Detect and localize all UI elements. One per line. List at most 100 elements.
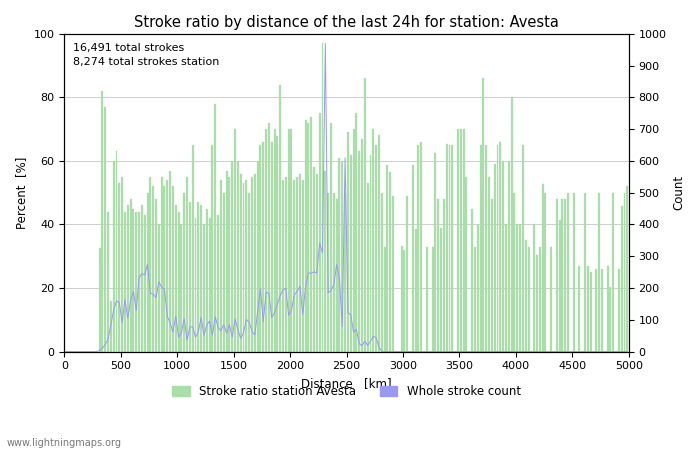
Bar [313, 167, 315, 351]
Bar [344, 193, 346, 351]
Bar [271, 142, 273, 351]
Bar [330, 123, 332, 351]
Bar [110, 301, 112, 351]
Bar [406, 196, 408, 351]
Bar [556, 199, 558, 351]
Bar [197, 202, 199, 351]
Bar [381, 193, 383, 351]
Bar [621, 206, 623, 351]
X-axis label: Distance   [km]: Distance [km] [301, 377, 392, 390]
Bar [626, 186, 629, 351]
Bar [268, 123, 270, 351]
Bar [307, 123, 309, 351]
Bar [251, 177, 253, 351]
Bar [132, 209, 134, 351]
Bar [502, 161, 504, 351]
Text: www.lightningmaps.org: www.lightningmaps.org [7, 438, 122, 448]
Bar [290, 129, 293, 351]
Bar [525, 240, 526, 351]
Y-axis label: Percent  [%]: Percent [%] [15, 157, 28, 229]
Bar [178, 212, 180, 351]
Bar [172, 186, 174, 351]
Bar [624, 193, 626, 351]
Bar [417, 145, 419, 351]
Bar [460, 129, 462, 351]
Bar [335, 199, 337, 351]
Bar [285, 177, 287, 351]
Bar [254, 174, 256, 351]
Bar [231, 161, 233, 351]
Bar [186, 177, 188, 351]
Bar [443, 199, 445, 351]
Bar [324, 171, 326, 351]
Bar [545, 193, 547, 351]
Bar [392, 196, 394, 351]
Bar [239, 174, 241, 351]
Bar [99, 248, 101, 351]
Bar [438, 199, 439, 351]
Bar [519, 225, 521, 351]
Bar [113, 161, 115, 351]
Bar [414, 230, 416, 351]
Text: 16,491 total strokes
8,274 total strokes station: 16,491 total strokes 8,274 total strokes… [73, 44, 219, 67]
Bar [318, 113, 321, 351]
Bar [107, 212, 109, 351]
Bar [164, 186, 165, 351]
Bar [610, 287, 611, 351]
Bar [299, 174, 301, 351]
Bar [452, 145, 454, 351]
Bar [567, 193, 569, 351]
Bar [508, 161, 510, 351]
Bar [200, 206, 202, 351]
Bar [480, 145, 482, 351]
Bar [485, 145, 487, 351]
Bar [482, 78, 484, 351]
Bar [435, 153, 436, 351]
Bar [432, 247, 433, 351]
Bar [214, 104, 216, 351]
Bar [358, 152, 361, 351]
Title: Stroke ratio by distance of the last 24h for station: Avesta: Stroke ratio by distance of the last 24h… [134, 15, 559, 30]
Bar [220, 180, 222, 351]
Bar [505, 225, 507, 351]
Bar [471, 209, 473, 351]
Bar [155, 199, 157, 351]
Bar [491, 199, 493, 351]
Bar [361, 139, 363, 351]
Bar [116, 152, 118, 351]
Bar [584, 193, 586, 351]
Bar [403, 250, 405, 351]
Bar [339, 158, 340, 351]
Bar [528, 247, 529, 351]
Bar [607, 266, 608, 351]
Bar [130, 199, 132, 351]
Bar [389, 171, 391, 351]
Bar [353, 129, 354, 351]
Bar [181, 225, 183, 351]
Bar [158, 225, 160, 351]
Bar [517, 225, 518, 351]
Bar [595, 269, 597, 351]
Bar [522, 145, 524, 351]
Bar [211, 145, 214, 351]
Bar [550, 247, 552, 351]
Bar [152, 186, 154, 351]
Bar [384, 247, 386, 351]
Bar [302, 180, 304, 351]
Bar [564, 199, 566, 351]
Bar [146, 193, 148, 351]
Bar [573, 193, 575, 351]
Bar [262, 142, 264, 351]
Bar [138, 212, 140, 351]
Bar [144, 215, 146, 351]
Bar [293, 180, 295, 351]
Legend: Stroke ratio station Avesta, Whole stroke count: Stroke ratio station Avesta, Whole strok… [167, 380, 526, 403]
Bar [510, 98, 512, 351]
Bar [195, 218, 197, 351]
Bar [477, 225, 479, 351]
Bar [463, 129, 465, 351]
Bar [316, 174, 318, 351]
Bar [440, 228, 442, 351]
Bar [342, 161, 343, 351]
Bar [370, 155, 372, 351]
